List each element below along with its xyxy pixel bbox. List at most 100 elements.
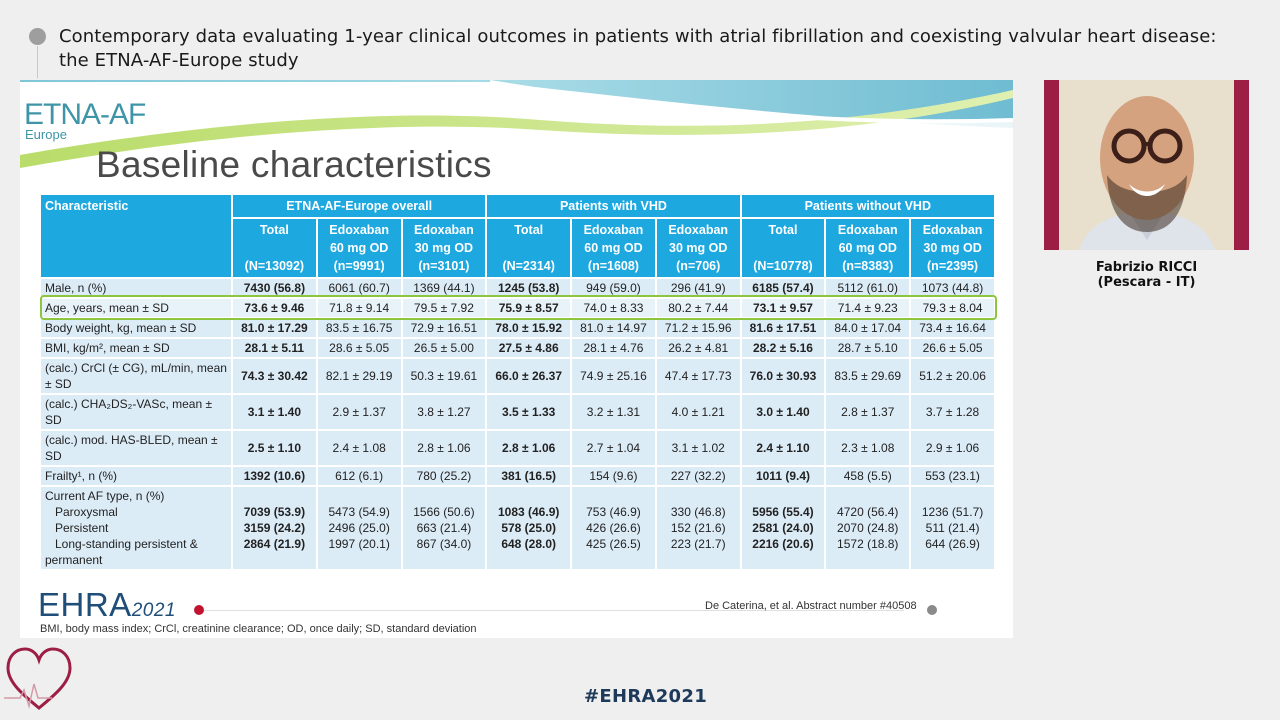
table-cell: 3.2 ± 1.31	[572, 395, 655, 429]
table-cell: 73.1 ± 9.57	[741, 299, 825, 317]
table-cell: 2.8 ± 1.37	[826, 395, 910, 429]
table-cell: 79.3 ± 8.04	[911, 299, 994, 317]
subheader-line: 30 mg OD	[669, 241, 728, 255]
table-cell: 83.5 ± 29.69	[826, 359, 910, 393]
row-label: (calc.) mod. HAS-BLED, mean ± SD	[41, 431, 231, 465]
citation-dot-icon	[927, 605, 937, 615]
af-type-value: 425 (26.5)	[586, 537, 641, 551]
table-cell: 28.1 ± 5.11	[233, 339, 316, 357]
subheader-line: (n=1608)	[587, 259, 639, 273]
af-type-value: 1572 (18.8)	[837, 537, 899, 551]
slide-banner	[20, 80, 1013, 170]
row-label: Body weight, kg, mean ± SD	[41, 319, 231, 337]
title-divider	[37, 46, 38, 78]
table-cell: 71.2 ± 15.96	[656, 319, 740, 337]
table-cell: 2.9 ± 1.06	[911, 431, 994, 465]
subheader-line: Total	[259, 223, 289, 237]
table-cell: 47.4 ± 17.73	[656, 359, 740, 393]
table-cell: 5473 (54.9) 2496 (25.0) 1997 (20.1)	[317, 487, 401, 569]
af-type-value: 867 (34.0)	[416, 537, 472, 551]
row-label: (calc.) CHA₂DS₂-VASc, mean ± SD	[41, 395, 231, 429]
subheader-line: (N=13092)	[244, 259, 305, 273]
table-cell: 2.4 ± 1.08	[317, 431, 401, 465]
citation: De Caterina, et al. Abstract number #405…	[705, 600, 917, 612]
row-label: Male, n (%)	[41, 279, 231, 297]
table-cell: 73.4 ± 16.64	[911, 319, 994, 337]
af-type-value: 152 (21.6)	[670, 521, 726, 535]
subheader-line: 30 mg OD	[414, 241, 474, 255]
table-cell: 2.8 ± 1.06	[402, 431, 486, 465]
table-cell: 80.2 ± 7.44	[656, 299, 740, 317]
table-cell: 1083 (46.9) 578 (25.0) 648 (28.0)	[487, 487, 571, 569]
subheader-line: Edoxaban	[922, 223, 983, 237]
table-cell: 780 (25.2)	[402, 467, 486, 485]
subheader-cell: Total (N=10778)	[741, 219, 825, 277]
subheader-cell: Total (N=2314)	[487, 219, 571, 277]
table-cell: 72.9 ± 16.51	[402, 319, 486, 337]
group-header-vhd: Patients with VHD	[487, 195, 740, 217]
table-cell: 79.5 ± 7.92	[402, 299, 486, 317]
table-cell: 3.0 ± 1.40	[741, 395, 825, 429]
table-cell: 28.7 ± 5.10	[826, 339, 910, 357]
table-cell: 66.0 ± 26.37	[487, 359, 571, 393]
table-cell: 1011 (9.4)	[741, 467, 825, 485]
af-type-value: 2496 (25.0)	[328, 521, 390, 535]
table-cell: 2.9 ± 1.37	[317, 395, 401, 429]
af-type-sublabel: Paroxysmal	[55, 505, 118, 519]
af-type-value: 5956 (55.4)	[752, 505, 814, 519]
ehra-logo-text: EHRA	[38, 586, 132, 623]
table-cell: 71.8 ± 9.14	[317, 299, 401, 317]
table-cell: 154 (9.6)	[572, 467, 655, 485]
table-cell: 84.0 ± 17.04	[826, 319, 910, 337]
table-row: Age, years, mean ± SD 73.6 ± 9.46 71.8 ± 9…	[41, 299, 994, 317]
table-cell: 1236 (51.7) 511 (21.4) 644 (26.9)	[911, 487, 994, 569]
subheader-line: (n=3101)	[418, 259, 470, 273]
subheader-line: Edoxaban	[329, 223, 390, 237]
etna-af-logo: ETNA-AF Europe	[24, 92, 164, 147]
subheader-line: 30 mg OD	[923, 241, 982, 255]
row-label: Age, years, mean ± SD	[41, 299, 231, 317]
af-type-value: 663 (21.4)	[416, 521, 472, 535]
subheader-line: (N=2314)	[502, 259, 555, 273]
subheader-cell: Edoxaban 60 mg OD (n=8383)	[826, 219, 910, 277]
row-label: BMI, kg/m², mean ± SD	[41, 339, 231, 357]
table-cell: 3.1 ± 1.40	[233, 395, 316, 429]
table-cell: 27.5 ± 4.86	[487, 339, 571, 357]
table-cell: 3.1 ± 1.02	[656, 431, 740, 465]
speaker-name: Fabrizio RICCI	[1095, 260, 1198, 275]
table-cell: 4720 (56.4) 2070 (24.8) 1572 (18.8)	[826, 487, 910, 569]
etna-af-logo-text: ETNA-AF	[24, 98, 146, 131]
table-cell: 1392 (10.6)	[233, 467, 316, 485]
table-cell: 2.3 ± 1.08	[826, 431, 910, 465]
session-title-line1: Contemporary data evaluating 1-year clin…	[59, 26, 1217, 47]
speaker-portrait-icon	[1059, 80, 1234, 250]
group-header-overall: ETNA-AF-Europe overall	[233, 195, 486, 217]
etna-af-logo-subtext: Europe	[25, 127, 67, 142]
table-cell: 50.3 ± 19.61	[402, 359, 486, 393]
row-label: (calc.) CrCl (± CG), mL/min, mean ± SD	[41, 359, 231, 393]
subheader-line	[746, 239, 821, 257]
table-cell: 1566 (50.6) 663 (21.4) 867 (34.0)	[402, 487, 486, 569]
table-row: (calc.) CHA₂DS₂-VASc, mean ± SD 3.1 ± 1.4…	[41, 395, 994, 429]
subheader-line: Edoxaban	[583, 223, 644, 237]
footer-divider	[204, 610, 904, 611]
subheader-cell: Edoxaban 60 mg OD (n=9991)	[317, 219, 401, 277]
table-row: BMI, kg/m², mean ± SD 28.1 ± 5.11 28.6 ± 5…	[41, 339, 994, 357]
table-cell: 2.7 ± 1.04	[572, 431, 655, 465]
event-hashtag: #EHRA2021	[584, 686, 708, 707]
speaker-video	[1044, 80, 1249, 250]
subheader-cell: Edoxaban 60 mg OD (n=1608)	[572, 219, 655, 277]
table-cell: 51.2 ± 20.06	[911, 359, 994, 393]
subheader-line: 60 mg OD	[838, 241, 897, 255]
table-cell: 28.1 ± 4.76	[572, 339, 655, 357]
session-title-line2: the ETNA-AF-Europe study	[59, 50, 299, 71]
table-cell: 83.5 ± 16.75	[317, 319, 401, 337]
table-cell: 81.6 ± 17.51	[741, 319, 825, 337]
table-cell: 3.7 ± 1.28	[911, 395, 994, 429]
subheader-cell: Total (N=13092)	[233, 219, 316, 277]
speaker-caption: Fabrizio RICCI (Pescara - IT)	[1044, 260, 1249, 290]
table-cell: 4.0 ± 1.21	[656, 395, 740, 429]
subheader-line: Total	[768, 223, 798, 237]
table-cell: 74.9 ± 25.16	[572, 359, 655, 393]
table-cell: 553 (23.1)	[911, 467, 994, 485]
